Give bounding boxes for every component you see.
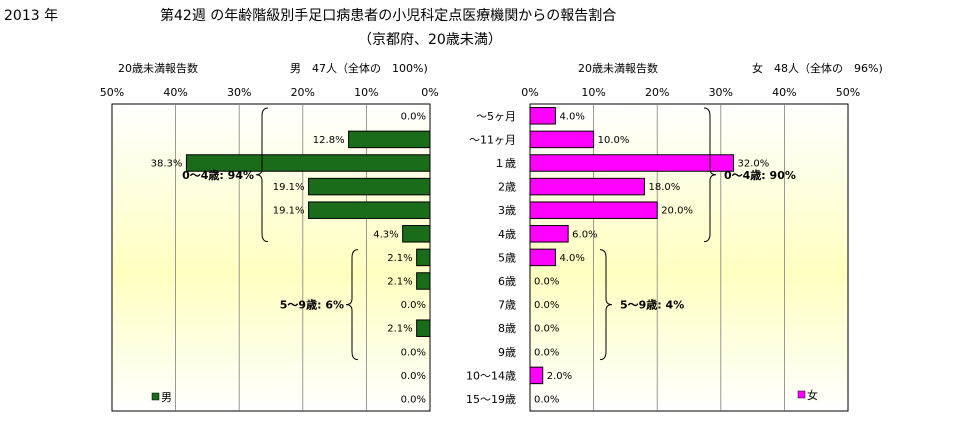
x-tick-label: 40% <box>772 86 796 99</box>
female-data-label: 32.0% <box>738 159 770 170</box>
male-data-label: 19.1% <box>273 182 305 193</box>
brace <box>255 107 269 243</box>
female-bar <box>529 107 556 125</box>
male-data-label: 4.3% <box>373 229 398 240</box>
category-label: ～5ヶ月 <box>476 110 516 123</box>
brace <box>345 249 359 361</box>
male-data-label: 2.1% <box>387 277 412 288</box>
female-bar <box>529 225 569 243</box>
male-bar <box>185 154 431 172</box>
category-label: 4歳 <box>498 228 516 241</box>
category-label: 2歳 <box>498 181 516 194</box>
female-legend: 女 <box>797 388 818 402</box>
category-label: 15～19歳 <box>466 393 516 406</box>
x-tick-label: 20% <box>645 86 669 99</box>
female-data-label: 0.0% <box>534 300 559 311</box>
brace <box>599 249 613 361</box>
chart-title: 第42週 の年齢階級別手足口病患者の小児科定点医療機関からの報告割合 <box>160 7 616 24</box>
age-group-annotation: 5～9歳: 6% <box>280 298 344 312</box>
male-legend-swatch <box>151 392 160 401</box>
male-bar <box>402 225 431 243</box>
x-tick-label: 10% <box>354 86 378 99</box>
brace <box>703 107 717 243</box>
male-data-label: 2.1% <box>387 324 412 335</box>
female-x-axis: 0% 10% 20% 30% 40% 50% <box>521 86 860 99</box>
female-bar <box>529 130 595 149</box>
x-tick-label: 0% <box>421 86 438 99</box>
female-bar <box>529 248 556 267</box>
female-bar <box>529 154 735 172</box>
female-data-label: 2.0% <box>547 371 572 382</box>
male-plot-area <box>111 103 431 412</box>
x-tick-label: 50% <box>836 86 860 99</box>
female-data-label: 4.0% <box>559 253 584 264</box>
category-label: 9歳 <box>498 346 516 359</box>
female-bar <box>529 201 658 219</box>
category-label: 5歳 <box>498 251 516 264</box>
x-tick-label: 0% <box>521 86 538 99</box>
male-data-label: 0.0% <box>401 300 426 311</box>
year-label: 2013 年 <box>4 8 58 24</box>
female-data-label: 0.0% <box>534 395 559 406</box>
male-legend: 男 <box>151 391 172 404</box>
female-legend-swatch <box>797 390 806 399</box>
female-data-label: 0.0% <box>534 347 559 358</box>
female-data-label: 20.0% <box>661 206 693 217</box>
male-data-label: 2.1% <box>387 253 412 264</box>
male-data-label: 12.8% <box>313 135 345 146</box>
category-label: 3歳 <box>498 204 516 217</box>
male-bar <box>348 130 431 149</box>
female-annotations: 0～4歳: 90% 5～9歳: 4% <box>599 107 796 361</box>
male-data-labels: 0.0% 12.8% 38.3% 19.1% 19.1% 4.3% 2.1% 2.1% 0.0%… <box>151 111 426 405</box>
x-tick-label: 30% <box>709 86 733 99</box>
female-data-labels: 4.0% 10.0% 32.0% 18.0% 20.0% 6.0% 4.0% 0.0% 0.0%… <box>534 111 769 405</box>
male-bar <box>308 177 431 196</box>
female-subtitle-right: 女 48人（全体の 96%) <box>752 61 883 75</box>
category-label: 6歳 <box>498 275 516 288</box>
age-group-annotation: 0～4歳: 94% <box>182 168 254 182</box>
female-data-label: 6.0% <box>572 229 597 240</box>
female-data-label: 18.0% <box>648 182 680 193</box>
male-bars <box>185 130 431 337</box>
female-subtitle-left: 20歳未満報告数 <box>578 62 658 75</box>
male-subtitle-left: 20歳未満報告数 <box>118 62 198 75</box>
female-legend-label: 女 <box>807 388 818 402</box>
female-bar <box>529 366 544 385</box>
male-data-label: 0.0% <box>401 347 426 358</box>
category-label: ～11ヶ月 <box>469 133 516 146</box>
x-tick-label: 50% <box>100 86 124 99</box>
male-subtitle-right: 男 47人（全体の 100%) <box>290 61 428 75</box>
category-axis: ～5ヶ月 ～11ヶ月 １歳 2歳 3歳 4歳 5歳 6歳 7歳 8歳 9歳 10～14歳 15～19歳 <box>466 110 516 406</box>
male-data-label: 19.1% <box>273 206 305 217</box>
category-label: １歳 <box>494 157 516 170</box>
male-bar <box>416 319 431 337</box>
male-data-label: 38.3% <box>151 159 183 170</box>
male-bar <box>416 248 431 267</box>
male-data-label: 0.0% <box>401 395 426 406</box>
x-tick-label: 10% <box>581 86 605 99</box>
category-label: 7歳 <box>498 299 516 312</box>
age-group-annotation: 0～4歳: 90% <box>724 168 796 182</box>
female-bar <box>529 177 645 196</box>
male-data-label: 0.0% <box>401 371 426 382</box>
x-tick-label: 20% <box>291 86 315 99</box>
female-data-label: 0.0% <box>534 324 559 335</box>
female-data-label: 4.0% <box>559 111 584 122</box>
category-label: 10～14歳 <box>466 369 516 382</box>
male-legend-label: 男 <box>161 391 172 404</box>
male-data-label: 0.0% <box>401 111 426 122</box>
male-x-axis: 50% 40% 30% 20% 10% 0% <box>100 86 439 99</box>
age-group-annotation: 5～9歳: 4% <box>620 298 684 312</box>
category-label: 8歳 <box>498 322 516 335</box>
female-bars <box>529 107 735 385</box>
female-data-label: 10.0% <box>598 135 630 146</box>
x-tick-label: 30% <box>227 86 251 99</box>
male-bar <box>308 201 431 219</box>
male-bar <box>416 272 431 290</box>
male-annotations: 0～4歳: 94% 5～9歳: 6% <box>182 107 359 361</box>
female-data-label: 0.0% <box>534 277 559 288</box>
x-tick-label: 40% <box>163 86 187 99</box>
chart-title-sub: （京都府、20歳未満） <box>358 32 502 48</box>
